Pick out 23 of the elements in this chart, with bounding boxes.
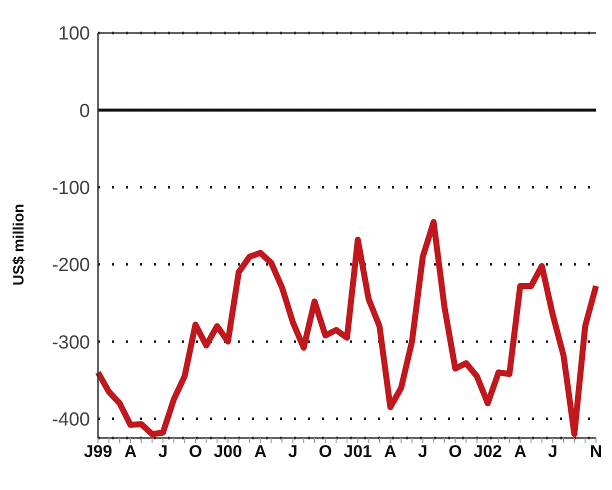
x-tick-label: A [124, 442, 137, 462]
x-tick-label: O [318, 442, 332, 462]
x-tick-label: J [418, 442, 428, 462]
x-tick-label: O [188, 442, 202, 462]
y-axis-title: US$ million [10, 204, 28, 286]
y-tick-label: 0 [79, 100, 90, 122]
x-tick-label: A [384, 442, 396, 462]
x-tick-label: J [158, 442, 168, 462]
x-tick-label: J01 [344, 442, 372, 462]
x-tick-label: J [548, 442, 558, 462]
x-tick-label: J99 [84, 442, 112, 462]
x-tick-label: J [288, 442, 298, 462]
y-tick-label: 100 [58, 24, 90, 45]
y-tick-label: -100 [52, 178, 90, 200]
y-tick-label: -400 [52, 409, 90, 430]
x-tick-label: A [254, 442, 267, 462]
y-tick-label: -300 [52, 332, 90, 354]
x-tick-label: N [590, 442, 602, 462]
x-tick-label: J00 [214, 442, 242, 462]
x-tick-label: O [448, 442, 462, 462]
x-tick-label: A [514, 442, 526, 462]
y-tick-label: -200 [52, 255, 90, 276]
x-tick-label: J02 [474, 442, 502, 462]
